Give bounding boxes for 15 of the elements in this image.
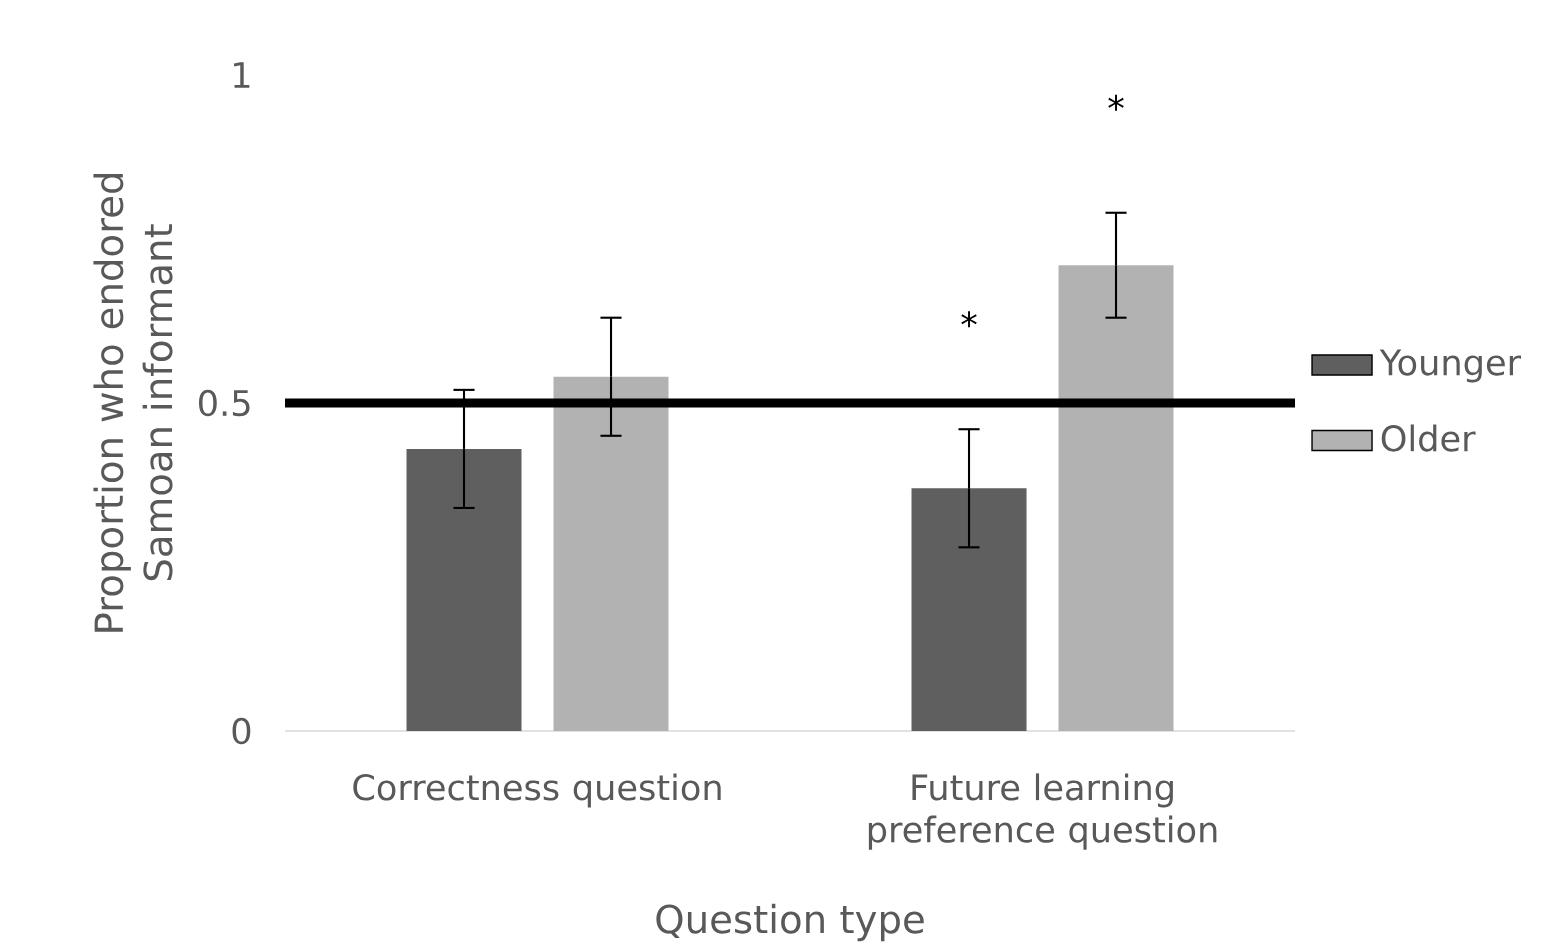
y-axis-title: Proportion who endored Samoan informant	[93, 174, 173, 632]
x-axis-title: Question type	[656, 903, 924, 942]
legend-label: Younger	[1379, 349, 1522, 383]
annotation: *	[961, 311, 977, 328]
y-tick-label: 0	[232, 717, 251, 745]
bar	[1058, 265, 1174, 731]
x-tick-label: Correctness question	[353, 773, 721, 808]
bar	[911, 488, 1027, 731]
y-tick-label: 0.5	[199, 389, 250, 417]
bar	[553, 376, 669, 731]
x-tick-label: Future learning preference question	[868, 773, 1217, 850]
annotation: *	[1108, 94, 1124, 111]
legend-label: Older	[1381, 424, 1476, 452]
y-tick-label: 1	[234, 62, 250, 88]
bar	[406, 448, 522, 731]
